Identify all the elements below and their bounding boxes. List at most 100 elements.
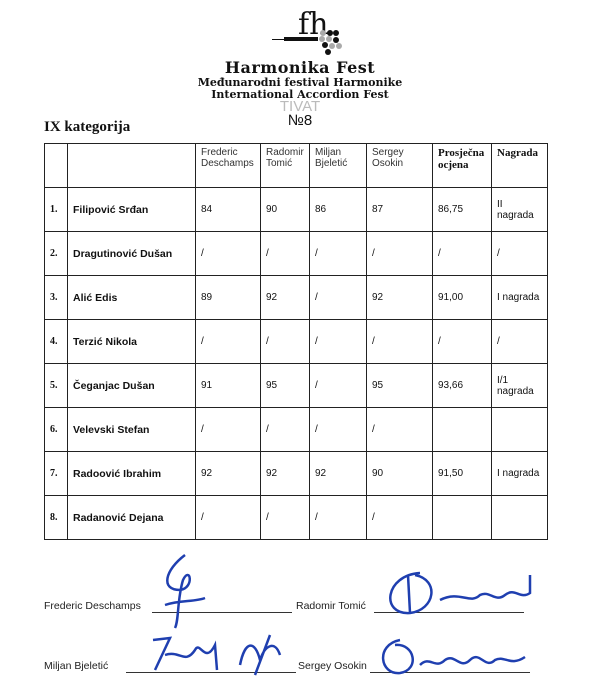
score-deschamps: 91 [195, 363, 261, 408]
svg-text:fh: fh [298, 7, 328, 42]
score-tomic: 95 [260, 363, 310, 408]
signature-judge1 [164, 554, 206, 629]
signature-line [370, 672, 530, 673]
average-score: / [432, 231, 492, 276]
score-osokin: 95 [366, 363, 433, 408]
table-row: 6. Velevski Stefan / / / / [44, 407, 548, 452]
score-tomic: 92 [260, 275, 310, 320]
score-deschamps: / [195, 495, 261, 540]
contestant-name: Čeganjac Dušan [67, 363, 196, 408]
score-bjeletic: / [309, 231, 367, 276]
contestant-name: Terzić Nikola [67, 319, 196, 364]
score-tomic: / [260, 495, 310, 540]
average-score: 91,50 [432, 451, 492, 496]
column-header: Sergey Osokin [366, 143, 433, 188]
row-number: 8. [44, 495, 68, 540]
column-header: Nagrada [491, 143, 548, 188]
score-bjeletic: / [309, 363, 367, 408]
judge3-label: Miljan Bjeletić [44, 660, 109, 672]
award: / [491, 319, 548, 364]
column-header: Frederic Deschamps [195, 143, 261, 188]
score-osokin: / [366, 495, 433, 540]
row-number: 2. [44, 231, 68, 276]
judge1-label: Frederic Deschamps [44, 600, 141, 612]
contestant-name: Radanović Dejana [67, 495, 196, 540]
contestant-name: Filipović Srđan [67, 187, 196, 232]
score-osokin: 87 [366, 187, 433, 232]
award: II nagrada [491, 187, 548, 232]
signature-line [126, 672, 296, 673]
score-deschamps: / [195, 231, 261, 276]
score-tomic: / [260, 231, 310, 276]
column-header [44, 143, 68, 188]
award [491, 495, 548, 540]
contestant-name: Velevski Stefan [67, 407, 196, 452]
contestant-name: Dragutinović Dušan [67, 231, 196, 276]
column-header: Radomir Tomić [260, 143, 310, 188]
score-osokin: / [366, 319, 433, 364]
table-row: 3. Alić Edis 89 92/92 91,00 I nagrada [44, 275, 548, 320]
score-tomic: / [260, 319, 310, 364]
results-table: Frederic Deschamps Radomir Tomić Miljan … [44, 143, 548, 540]
average-score: 86,75 [432, 187, 492, 232]
category-heading: IX kategorija [44, 119, 131, 135]
table-header-row: Frederic Deschamps Radomir Tomić Miljan … [44, 143, 548, 188]
award: I nagrada [491, 275, 548, 320]
score-bjeletic: / [309, 319, 367, 364]
score-osokin: 90 [366, 451, 433, 496]
score-deschamps: / [195, 319, 261, 364]
contestant-name: Radoović Ibrahim [67, 451, 196, 496]
judge4-label: Sergey Osokin [298, 660, 367, 672]
score-bjeletic: / [309, 407, 367, 452]
row-number: 6. [44, 407, 68, 452]
festival-logo: fh [272, 7, 342, 55]
table-row: 7. Radoović Ibrahim 92 92 92 90 91,50 I nagrada [44, 451, 548, 496]
average-score: 93,66 [432, 363, 492, 408]
score-osokin: 92 [366, 275, 433, 320]
judge2-label: Radomir Tomić [296, 600, 366, 612]
score-bjeletic: 86 [309, 187, 367, 232]
table-row: 5. Čeganjac Dušan 91 95/95 93,66 I/1 nagrada [44, 363, 548, 408]
average-score: 91,00 [432, 275, 492, 320]
row-number: 1. [44, 187, 68, 232]
row-number: 5. [44, 363, 68, 408]
contestant-name: Alić Edis [67, 275, 196, 320]
festival-city: TIVAT [279, 98, 321, 115]
column-header [67, 143, 196, 188]
award: I/1 nagrada [491, 363, 548, 408]
average-score: / [432, 319, 492, 364]
festival-title: Harmonika Fest [224, 58, 376, 77]
table-row: 2. Dragutinović Dušan / / / / / / [44, 231, 548, 276]
score-deschamps: / [195, 407, 261, 452]
score-bjeletic: / [309, 495, 367, 540]
signature-judge3 [152, 634, 282, 676]
festival-edition: №8 [287, 112, 313, 129]
column-header: Prosječna ocjena [432, 143, 492, 188]
score-bjeletic: 92 [309, 451, 367, 496]
score-osokin: / [366, 231, 433, 276]
table-row: 8. Radanović Dejana / / / / [44, 495, 548, 540]
row-number: 7. [44, 451, 68, 496]
row-number: 3. [44, 275, 68, 320]
row-number: 4. [44, 319, 68, 364]
score-osokin: / [366, 407, 433, 452]
award: / [491, 231, 548, 276]
score-tomic: / [260, 407, 310, 452]
festival-subtitle-local: Međunarodni festival Harmonike [197, 76, 403, 89]
award: I nagrada [491, 451, 548, 496]
score-deschamps: 89 [195, 275, 261, 320]
signature-line [374, 612, 524, 613]
score-tomic: 92 [260, 451, 310, 496]
score-bjeletic: / [309, 275, 367, 320]
signature-judge4 [381, 638, 526, 675]
table-row: 1. Filipović Srđan 84 90 86 87 86,75 II nagrada [44, 187, 548, 232]
score-tomic: 90 [260, 187, 310, 232]
festival-subtitle-english: International Accordion Fest [211, 88, 389, 101]
score-deschamps: 92 [195, 451, 261, 496]
signature-line [152, 612, 292, 613]
award [491, 407, 548, 452]
table-row: 4. Terzić Nikola / / / / / / [44, 319, 548, 364]
average-score [432, 407, 492, 452]
column-header: Miljan Bjeletić [309, 143, 367, 188]
